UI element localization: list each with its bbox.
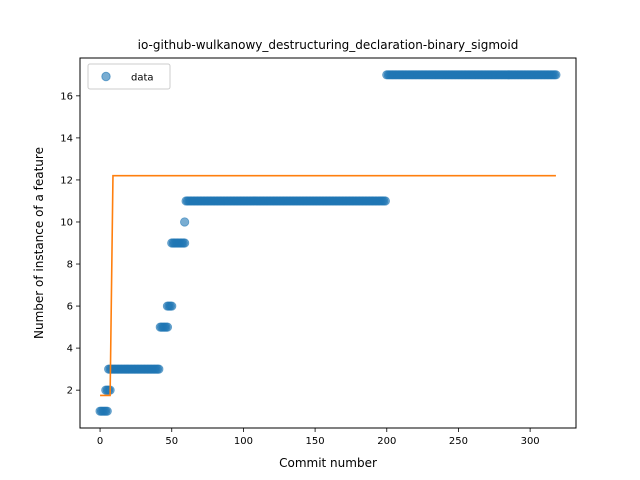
y-tick-label: 14 [60,133,73,144]
x-tick-label: 150 [306,436,325,447]
legend-marker [101,71,111,82]
x-axis-title: Commit number [279,456,377,470]
data-point [162,322,173,332]
legend: data [87,63,171,90]
data-point [102,406,112,416]
y-tick-label: 2 [67,386,73,397]
data-point [551,70,561,80]
y-tick-label: 8 [67,260,73,271]
fit-line [100,174,556,397]
x-tick-label: 0 [97,436,103,447]
x-tick-label: 50 [165,436,178,447]
data-point [167,301,177,311]
y-axis-title: Number of instance of a feature [32,147,46,339]
data-point [180,238,190,248]
plot-area [95,70,561,416]
data-point [154,364,164,374]
data-point [180,217,190,227]
x-tick-label: 300 [521,436,540,447]
y-tick-label: 6 [67,302,73,313]
x-tick-label: 100 [234,436,253,447]
x-tick-label: 200 [377,436,396,447]
y-tick-label: 10 [60,217,73,228]
y-tick-label: 4 [67,344,73,355]
data-point [380,196,390,206]
legend-box [87,63,171,90]
axes-frame [79,57,577,429]
legend-label: data [131,73,154,84]
ticks: 0 50 100 150 200 250 300 2 4 6 8 10 12 14 16 [60,91,539,447]
y-tick-label: 12 [60,175,73,186]
y-tick-label: 16 [60,91,73,102]
chart-title: io-github-wulkanowy_destructuring_declar… [138,38,519,52]
x-tick-label: 250 [449,436,468,447]
